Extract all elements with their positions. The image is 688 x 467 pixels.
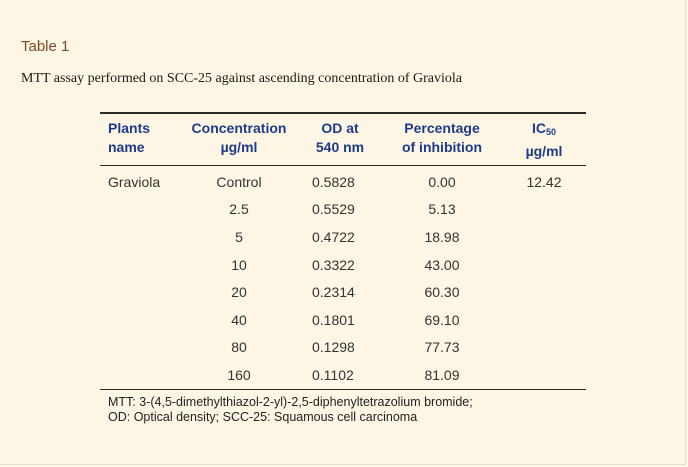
- cell-percentage: 69.10: [424, 311, 460, 328]
- cell-percentage: 77.73: [424, 339, 460, 356]
- table-row: Graviola Control 0.5828 0.00 12.42: [100, 166, 586, 196]
- header-concentration: Concentration µg/ml: [180, 113, 298, 166]
- table-row: 10 0.3322 43.00: [100, 251, 586, 279]
- cell-concentration: 40: [231, 311, 247, 328]
- header-conc-line1: Concentration: [191, 120, 287, 136]
- cell-concentration: 160: [227, 366, 251, 383]
- cell-ic50: [502, 251, 586, 279]
- table-caption: MTT assay performed on SCC-25 against as…: [21, 71, 463, 86]
- cell-od: 0.5828: [312, 173, 355, 190]
- cell-percentage: 43.00: [424, 256, 460, 273]
- header-od-line1: OD at: [321, 120, 359, 136]
- cell-od: 0.1298: [312, 339, 355, 356]
- cell-od: 0.3322: [312, 256, 355, 273]
- cell-concentration: Control: [216, 173, 262, 190]
- table-label: Table 1: [21, 38, 70, 55]
- table-row: 20 0.2314 60.30: [100, 278, 586, 306]
- cell-percentage: 18.98: [424, 228, 460, 245]
- cell-concentration: 5: [235, 228, 243, 245]
- cell-plant: [100, 361, 180, 389]
- table-row: 160 0.1102 81.09: [100, 361, 586, 389]
- header-percentage: Percentage of inhibition: [382, 113, 502, 166]
- table-row: 40 0.1801 69.10: [100, 306, 586, 334]
- header-od-line2: 540 nm: [315, 139, 365, 155]
- cell-ic50: [502, 306, 586, 334]
- table-footnote: MTT: 3-(4,5-dimethylthiazol-2-yl)-2,5-di…: [100, 388, 586, 425]
- header-pct-line2: of inhibition: [401, 139, 483, 155]
- cell-concentration: 2.5: [229, 201, 249, 218]
- header-conc-line2: µg/ml: [220, 139, 258, 155]
- cell-plant: [100, 196, 180, 224]
- cell-ic50: [502, 361, 586, 389]
- header-ic-line2: µg/ml: [525, 143, 563, 159]
- header-od: OD at 540 nm: [298, 113, 382, 166]
- table-row: 80 0.1298 77.73: [100, 334, 586, 362]
- cell-ic50: [502, 278, 586, 306]
- header-row: Plants name Concentration µg/ml OD at 54…: [100, 113, 586, 166]
- cell-percentage: 5.13: [428, 201, 456, 218]
- cell-plant: [100, 251, 180, 279]
- cell-percentage: 81.09: [424, 366, 460, 383]
- cell-plant: [100, 223, 180, 251]
- header-ic-main: IC: [531, 120, 546, 136]
- cell-od: 0.4722: [312, 228, 355, 245]
- footnote-line2: OD: Optical density; SCC-25: Squamous ce…: [108, 409, 418, 424]
- cell-od: 0.1801: [312, 311, 355, 328]
- table-row: 5 0.4722 18.98: [100, 223, 586, 251]
- cell-plant: [100, 334, 180, 362]
- header-pct-line1: Percentage: [404, 120, 480, 136]
- cell-plant: [100, 306, 180, 334]
- header-ic-sub: 50: [545, 127, 556, 137]
- cell-od: 0.5529: [312, 201, 355, 218]
- header-plants-name: Plants name: [100, 113, 180, 166]
- cell-plant: [100, 278, 180, 306]
- cell-od: 0.2314: [312, 284, 355, 301]
- cell-concentration: 20: [231, 284, 247, 301]
- cell-ic50: [502, 223, 586, 251]
- data-table-container: Plants name Concentration µg/ml OD at 54…: [100, 112, 586, 425]
- cell-percentage: 0.00: [428, 173, 456, 190]
- header-plants-line2: name: [108, 139, 145, 155]
- cell-ic50: [502, 334, 586, 362]
- cell-od: 0.1102: [312, 366, 354, 383]
- cell-percentage: 60.30: [424, 284, 460, 301]
- cell-plant: Graviola: [108, 173, 161, 190]
- table-row: 2.5 0.5529 5.13: [100, 196, 586, 224]
- header-ic50: IC50 µg/ml: [502, 113, 586, 166]
- cell-concentration: 80: [231, 339, 247, 356]
- header-plants-line1: Plants: [108, 120, 151, 136]
- footnote-line1: MTT: 3-(4,5-dimethylthiazol-2-yl)-2,5-di…: [108, 394, 473, 409]
- cell-ic50: 12.42: [526, 173, 562, 190]
- cell-ic50: [502, 196, 586, 224]
- cell-concentration: 10: [231, 256, 247, 273]
- mtt-assay-table: Plants name Concentration µg/ml OD at 54…: [100, 112, 586, 389]
